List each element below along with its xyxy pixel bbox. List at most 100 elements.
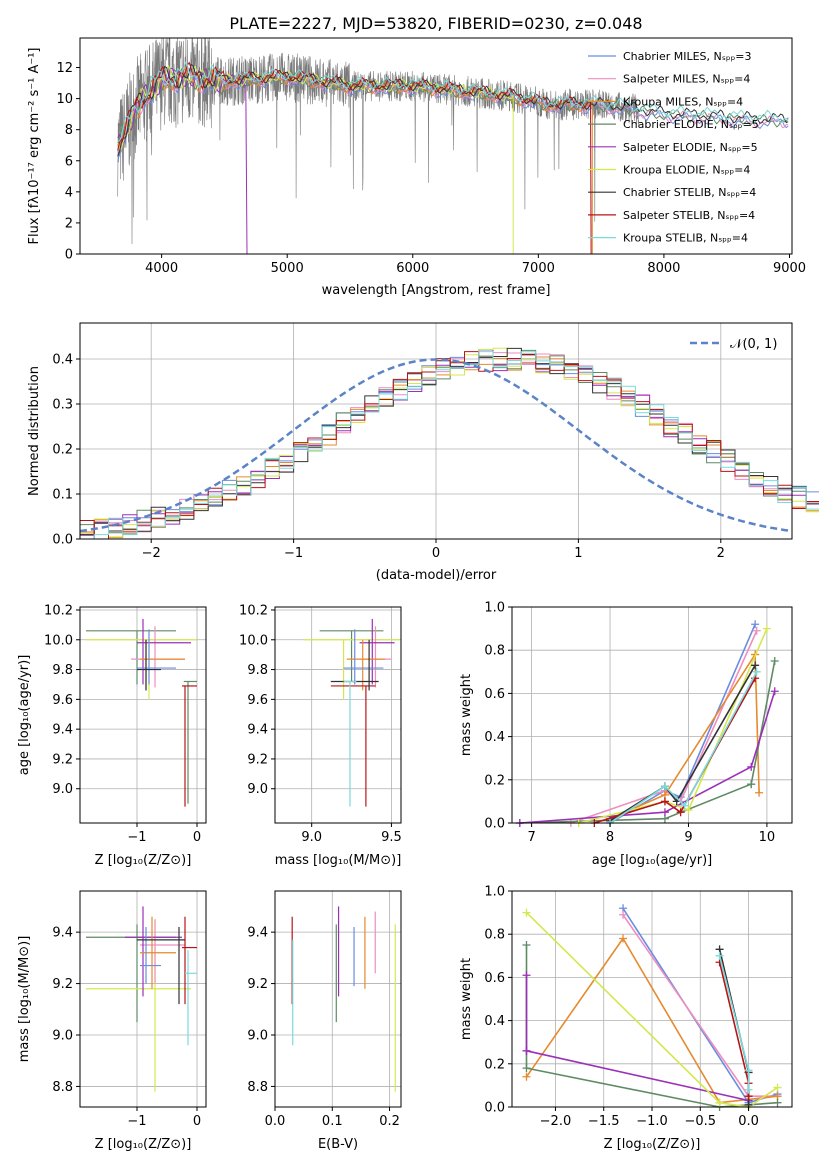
weight-point-marker xyxy=(770,657,779,665)
y-tick-label: 0.3 xyxy=(52,398,73,413)
y-tick-label: 9.0 xyxy=(52,782,73,797)
y-tick-label: 0 xyxy=(65,248,73,263)
spectrum-panel: 4000 5000 6000 7000 8000 9000 0 2 4 6 8 10 12 PLATE=… xyxy=(27,14,806,298)
mass-vs-Z-ylabel: mass [log₁₀(M/M⊙)] xyxy=(17,936,32,1063)
mass-vs-Z-xlabel: Z [log₁₀(Z/Z⊙)] xyxy=(95,1137,192,1152)
model-spectrum-line xyxy=(117,66,789,152)
y-tick-label: 9.0 xyxy=(52,1029,73,1044)
y-tick-label: 9.8 xyxy=(52,663,73,678)
y-tick-label: 9.2 xyxy=(52,977,73,992)
weight-series-line xyxy=(578,628,768,824)
weight-point-marker xyxy=(755,788,764,797)
gaussian-curve xyxy=(79,358,793,533)
legend-entry-label: Chabrier STELIB, Nₛₚₚ=4 xyxy=(623,186,756,199)
age-vs-mass-frame xyxy=(274,606,402,824)
residual-histogram xyxy=(79,349,819,539)
x-tick-label: 9000 xyxy=(773,261,806,276)
weight-vs-age-panel: 7 8 9 10 0.0 0.2 0.4 0.6 0.8 1.0 age [log₁₀(age/y… xyxy=(459,601,793,868)
y-tick-label: 8 xyxy=(65,123,73,138)
age-vs-Z-ylabel: age [log₁₀(age/yr)] xyxy=(17,655,32,776)
spectrum-ylabel: Flux [fλ10⁻¹⁷ erg cm⁻² s⁻¹ A⁻¹] xyxy=(27,48,42,245)
weight-vs-age-ylabel: mass weight xyxy=(459,674,474,756)
weight-point-marker xyxy=(522,908,531,917)
weight-point-marker xyxy=(619,934,628,943)
y-tick-label: 6 xyxy=(65,154,73,169)
y-tick-label: 10.0 xyxy=(239,633,268,648)
weight-point-marker xyxy=(762,624,771,633)
x-tick-label: 9 xyxy=(684,830,692,845)
y-tick-label: 0.2 xyxy=(484,1057,505,1072)
gaussian-legend-label: 𝒩(0, 1) xyxy=(730,337,777,352)
weight-point-marker xyxy=(744,1085,753,1094)
x-tick-label: 9.5 xyxy=(381,830,402,845)
weight-vs-age-frame xyxy=(511,606,793,824)
legend-entry-label: Chabrier MILES, Nₛₚₚ=3 xyxy=(623,50,752,63)
weight-point-marker xyxy=(752,667,761,676)
weight-vs-Z-panel: −2.0 −1.5 −1.0 −0.5 0.0 0.0 0.2 0.4 0.6 0.8 1.0 Z … xyxy=(459,885,793,1152)
residual-xlabel: (data-model)/error xyxy=(376,568,497,583)
mass-vs-Z-panel: −1 0 8.8 9.0 9.2 9.4 Z [log₁₀(Z/Z⊙)] mass [lo… xyxy=(17,890,207,1152)
x-tick-label: 0.0 xyxy=(738,1114,759,1129)
weight-point-marker xyxy=(619,910,628,919)
legend-entry-label: Kroupa MILES, Nₛₚₚ=4 xyxy=(623,95,743,108)
y-tick-label: 9.6 xyxy=(52,693,73,708)
x-tick-label: −2.0 xyxy=(540,1114,572,1129)
y-tick-label: 10.2 xyxy=(239,603,268,618)
x-tick-label: −1.5 xyxy=(588,1114,620,1129)
y-tick-label: 0.6 xyxy=(484,687,505,702)
spectrum-axes-frame xyxy=(79,37,793,255)
weight-point-marker xyxy=(715,951,724,960)
weight-point-marker xyxy=(676,808,685,817)
weight-point-marker xyxy=(522,941,531,949)
spectrum-legend: Chabrier MILES, Nₛₚₚ=3 Salpeter MILES, Nₛ… xyxy=(588,50,759,245)
legend-entry-label: Chabrier ELODIE, Nₛₚₚ=5 xyxy=(623,118,759,131)
y-tick-label: 0.2 xyxy=(484,773,505,788)
x-tick-label: −1.0 xyxy=(636,1114,668,1129)
mass-vs-Z-frame xyxy=(79,890,207,1108)
legend-entry-label: Salpeter MILES, Nₛₚₚ=4 xyxy=(623,73,750,86)
mass-vs-ebv-xlabel: E(B-V) xyxy=(318,1137,358,1152)
x-tick-label: 0.1 xyxy=(322,1114,343,1129)
x-tick-label: 7 xyxy=(527,830,535,845)
x-tick-label: 4000 xyxy=(145,261,178,276)
weight-point-marker xyxy=(522,1072,531,1081)
y-tick-label: 0.2 xyxy=(52,443,73,458)
weight-point-marker xyxy=(660,808,669,817)
model-spectrum-line xyxy=(117,61,789,142)
y-tick-label: 4 xyxy=(65,185,73,200)
y-tick-label: 0.0 xyxy=(484,817,505,832)
weight-point-marker xyxy=(660,782,669,791)
residual-ylabel: Normed distribution xyxy=(27,366,42,496)
x-tick-label: −1 xyxy=(284,546,303,561)
y-tick-label: 10.2 xyxy=(44,603,73,618)
weight-vs-Z-xlabel: Z [log₁₀(Z/Z⊙)] xyxy=(604,1137,701,1152)
y-tick-label: 0.1 xyxy=(52,488,73,503)
weight-vs-age-xlabel: age [log₁₀(age/yr)] xyxy=(592,853,713,868)
y-tick-label: 9.2 xyxy=(247,977,268,992)
x-tick-label: 1 xyxy=(574,546,582,561)
mass-vs-ebv-panel: 0.0 0.1 0.2 8.8 9.0 9.2 9.4 E(B-V) xyxy=(247,890,402,1152)
x-tick-label: 6000 xyxy=(396,261,429,276)
y-tick-label: 0.4 xyxy=(484,730,505,745)
y-tick-label: 9.2 xyxy=(52,752,73,767)
x-tick-label: −0.5 xyxy=(684,1114,716,1129)
weight-point-marker xyxy=(680,801,689,810)
weight-point-marker xyxy=(773,1083,782,1092)
weight-series-line xyxy=(609,671,758,824)
observed-spectrum xyxy=(117,37,639,245)
weight-point-marker xyxy=(522,1046,531,1055)
y-tick-label: 10 xyxy=(56,92,73,107)
residual-legend: 𝒩(0, 1) xyxy=(690,337,777,352)
model-spectrum-line xyxy=(117,61,592,255)
weight-point-marker xyxy=(660,797,669,806)
y-tick-label: 9.4 xyxy=(247,926,268,941)
y-tick-label: 8.8 xyxy=(247,1080,268,1095)
y-tick-label: 12 xyxy=(56,61,73,76)
x-tick-label: 2 xyxy=(717,546,725,561)
weight-point-marker xyxy=(715,1098,724,1107)
y-tick-label: 10.0 xyxy=(44,633,73,648)
y-tick-label: 9.4 xyxy=(52,723,73,738)
weight-series-line xyxy=(519,690,776,824)
y-tick-label: 0.8 xyxy=(484,644,505,659)
weight-point-marker xyxy=(747,780,756,789)
